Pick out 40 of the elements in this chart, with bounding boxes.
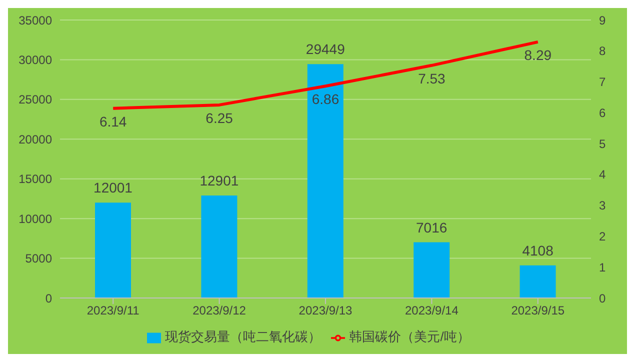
y2-tick-label: 6 <box>599 106 606 120</box>
data-label: 12901 <box>200 172 239 189</box>
x-tick-label: 2023/9/12 <box>192 304 246 318</box>
data-label: 6.25 <box>206 110 234 126</box>
y-tick-label: 0 <box>45 291 52 306</box>
data-label: 8.29 <box>524 46 552 63</box>
bar <box>520 265 556 298</box>
data-label: 6.86 <box>312 91 340 108</box>
bar <box>414 242 450 298</box>
y-tick-label: 20000 <box>18 132 52 146</box>
y2-tick-label: 5 <box>599 136 606 151</box>
legend-label: 现货交易量（吨二氧化碳） <box>165 329 322 344</box>
x-tick-label: 2023/9/15 <box>511 304 565 318</box>
y2-tick-label: 4 <box>599 168 606 182</box>
data-label: 29449 <box>306 41 346 58</box>
y-tick-label: 30000 <box>18 52 52 67</box>
x-tick-label: 2023/9/14 <box>405 304 459 318</box>
x-tick-label: 2023/9/13 <box>298 304 353 318</box>
x-tick-label: 2023/9/11 <box>86 304 140 318</box>
y2-tick-label: 2 <box>599 229 606 244</box>
y2-tick-label: 3 <box>599 198 606 213</box>
data-label: 4108 <box>522 242 554 258</box>
y-tick-label: 15000 <box>18 172 52 186</box>
bar <box>95 202 131 298</box>
data-label: 7.53 <box>418 70 446 86</box>
legend-label: 韩国碳价（美元/吨） <box>349 329 470 344</box>
y-tick-label: 35000 <box>18 13 52 28</box>
y-tick-label: 5000 <box>25 252 52 266</box>
data-label: 12001 <box>94 180 133 196</box>
bar <box>307 64 344 298</box>
data-label: 7016 <box>416 219 448 236</box>
data-label: 6.14 <box>99 113 127 130</box>
bar <box>201 196 238 298</box>
y2-tick-label: 1 <box>599 260 606 274</box>
y2-tick-label: 8 <box>599 44 606 58</box>
y-tick-label: 25000 <box>18 92 52 107</box>
y2-tick-label: 9 <box>599 13 606 28</box>
y2-tick-label: 7 <box>599 75 606 90</box>
y-tick-label: 10000 <box>18 212 52 226</box>
y2-tick-label: 0 <box>599 291 606 306</box>
